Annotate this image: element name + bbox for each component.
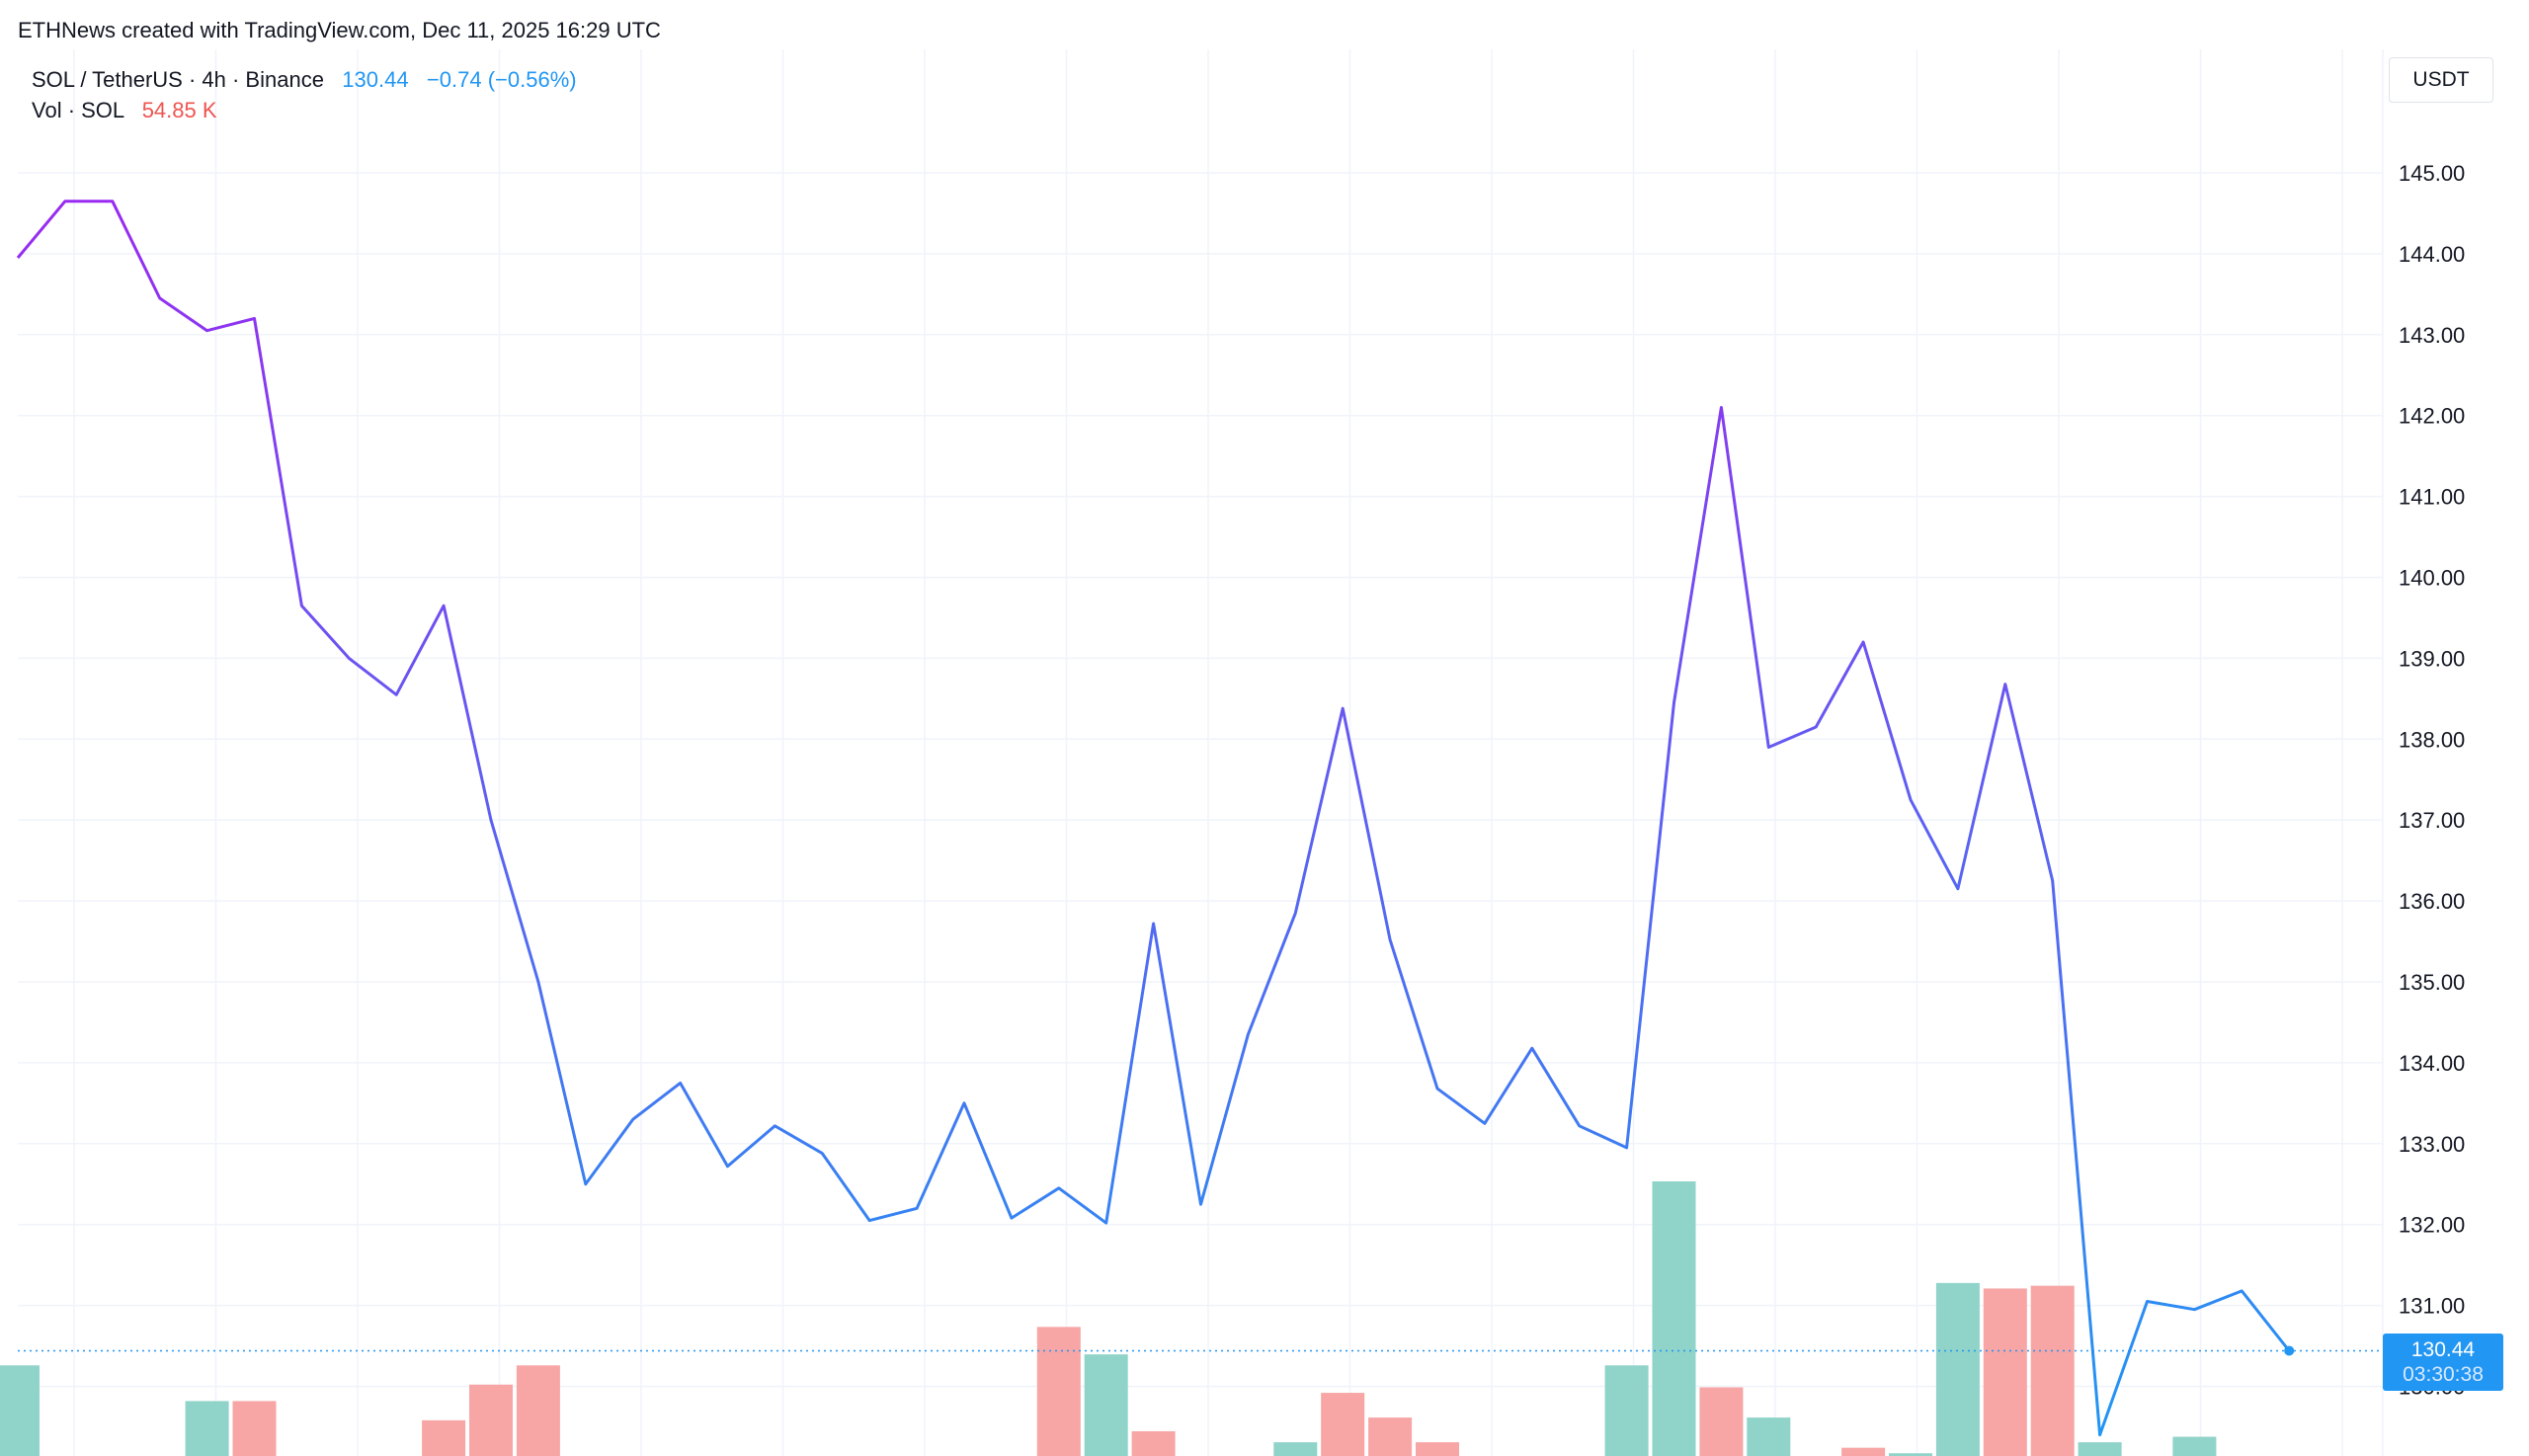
symbol-legend[interactable]: SOL / TetherUS · 4h · Binance 130.44 −0.… (32, 67, 577, 93)
volume-bar (1131, 1430, 1176, 1456)
price-tick-label: 141.00 (2399, 485, 2465, 510)
volume-bar (1747, 1417, 1791, 1456)
price-axis: 145.00 144.00 143.00 142.00 141.00 140.00 139.… (2382, 49, 2465, 1456)
price-series (16, 200, 2295, 1437)
volume-bar (1416, 1442, 1459, 1456)
symbol-label: SOL / TetherUS · 4h · Binance (32, 67, 324, 92)
current-price-tag-value: 130.44 (2410, 1338, 2476, 1361)
price-tick-label: 144.00 (2399, 242, 2465, 267)
volume-bar (232, 1401, 277, 1456)
bar-countdown: 03:30:38 (2403, 1363, 2484, 1386)
volume-bar (1889, 1453, 1932, 1456)
volume-bar (1604, 1365, 1649, 1456)
volume-bar (469, 1384, 513, 1456)
volume-bar (1841, 1447, 1886, 1456)
attribution-text: ETHNews created with TradingView.com, De… (18, 18, 661, 42)
volume-legend[interactable]: Vol · SOL 54.85 K (32, 98, 217, 123)
volume-bar (1084, 1354, 1128, 1456)
volume-bar (185, 1401, 229, 1456)
price-tick-label: 134.00 (2399, 1051, 2465, 1076)
volume-bar (516, 1365, 560, 1456)
price-tick-label: 132.00 (2399, 1213, 2465, 1238)
price-tick-label: 133.00 (2399, 1132, 2465, 1157)
price-tick-label: 136.00 (2399, 889, 2465, 914)
price-tick-label: 139.00 (2399, 646, 2465, 671)
volume-bar (1652, 1181, 1696, 1456)
volume-bar (1036, 1327, 1081, 1456)
volume-bar (1983, 1288, 2027, 1456)
volume-bar (2078, 1442, 2122, 1456)
volume-bar (2030, 1285, 2075, 1456)
volume-bar (0, 1365, 40, 1456)
volume-bars (0, 1181, 2217, 1456)
price-tick-label: 131.00 (2399, 1294, 2465, 1319)
volume-bar (422, 1419, 466, 1456)
last-price-value: 130.44 (342, 67, 409, 92)
volume-bar (1935, 1282, 1980, 1456)
volume-bar (1368, 1417, 1413, 1456)
price-tick-label: 137.00 (2399, 808, 2465, 833)
volume-bar (2172, 1436, 2217, 1456)
volume-label: Vol · SOL (32, 98, 124, 122)
price-point (2284, 1345, 2295, 1356)
volume-bar (1273, 1442, 1318, 1456)
price-tick-label: 142.00 (2399, 404, 2465, 429)
currency-unit-button[interactable]: USDT (2389, 57, 2493, 103)
price-series-line (16, 200, 2291, 1437)
volume-bar (1699, 1387, 1744, 1456)
price-tick-label: 145.00 (2399, 161, 2465, 186)
price-tick-label: 138.00 (2399, 727, 2465, 752)
price-tick-label: 140.00 (2399, 566, 2465, 591)
price-change-value: −0.74 (−0.56%) (426, 67, 577, 92)
price-tick-label: 135.00 (2399, 970, 2465, 995)
volume-bar (1321, 1393, 1365, 1456)
price-tick-label: 143.00 (2399, 323, 2465, 348)
grid-lines (18, 49, 2383, 1456)
current-price-tag: 130.44 03:30:38 (2383, 1334, 2503, 1391)
volume-value: 54.85 K (141, 98, 217, 122)
